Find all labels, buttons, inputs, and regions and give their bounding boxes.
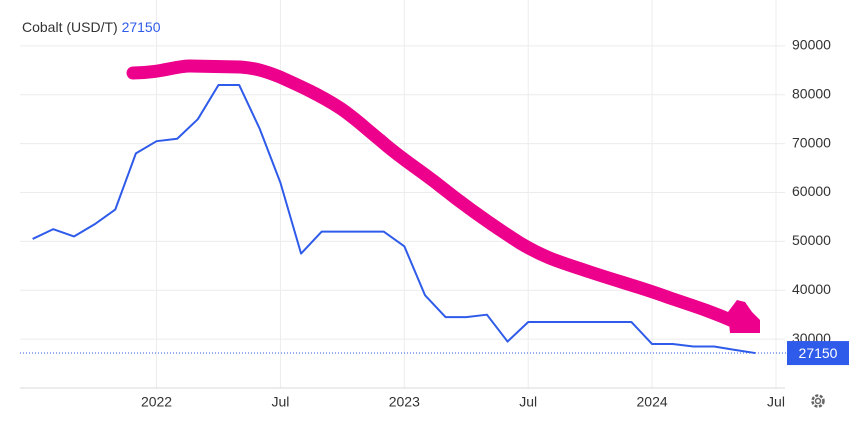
data-line xyxy=(32,83,756,355)
title-last-value: 27150 xyxy=(122,19,161,35)
plot-area xyxy=(32,83,756,355)
y-tick-label: 60000 xyxy=(792,183,831,199)
x-tick-label: Jul xyxy=(271,394,289,410)
y-tick-label: 40000 xyxy=(792,281,831,297)
x-tick-label: Jul xyxy=(519,394,537,410)
x-tick-label: Jul xyxy=(767,394,785,410)
x-tick-label: 2022 xyxy=(141,394,172,410)
annotation-stroke xyxy=(126,59,742,329)
x-tick-label: 2023 xyxy=(389,394,420,410)
y-tick-label: 70000 xyxy=(792,134,831,150)
settings-icon[interactable] xyxy=(811,394,825,408)
last-value-label: 27150 xyxy=(799,345,838,361)
chart-title: Cobalt (USD/T) 27150 xyxy=(22,19,161,35)
y-tick-label: 80000 xyxy=(792,85,831,101)
title-text: Cobalt (USD/T) xyxy=(22,19,118,35)
grid-group xyxy=(20,0,785,388)
last-value-tag xyxy=(787,341,849,366)
annotation-arrowhead xyxy=(728,300,760,333)
y-tick-label: 90000 xyxy=(792,37,831,53)
y-tick-label: 50000 xyxy=(792,232,831,248)
x-tick-label: 2024 xyxy=(637,394,668,410)
